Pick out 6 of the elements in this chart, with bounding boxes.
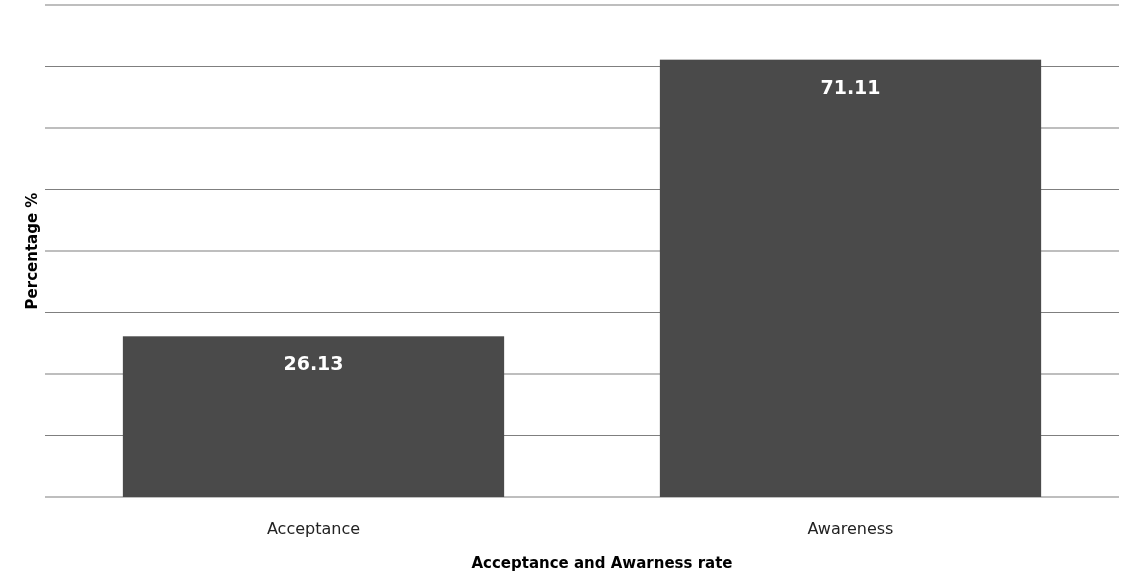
x-tick-label: Acceptance — [266, 519, 361, 538]
x-axis-title: Acceptance and Awarness rate — [471, 554, 733, 572]
y-axis-title: Percentage % — [23, 192, 41, 310]
x-tick-label: Awareness — [807, 519, 894, 538]
data-label: 26.13 — [283, 352, 344, 375]
data-label: 71.11 — [820, 75, 881, 98]
